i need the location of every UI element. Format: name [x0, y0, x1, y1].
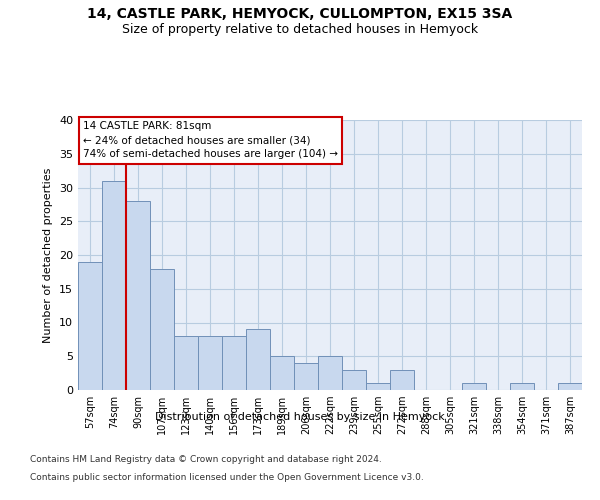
Text: Contains HM Land Registry data © Crown copyright and database right 2024.: Contains HM Land Registry data © Crown c…: [30, 455, 382, 464]
Bar: [294, 363, 318, 390]
Bar: [222, 336, 246, 390]
Y-axis label: Number of detached properties: Number of detached properties: [43, 168, 53, 342]
Bar: [198, 336, 222, 390]
Bar: [174, 336, 198, 390]
Bar: [558, 383, 582, 390]
Bar: [390, 370, 414, 390]
Bar: [510, 383, 534, 390]
Bar: [102, 180, 126, 390]
Bar: [270, 356, 294, 390]
Bar: [246, 329, 270, 390]
Text: Distribution of detached houses by size in Hemyock: Distribution of detached houses by size …: [155, 412, 445, 422]
Text: 14, CASTLE PARK, HEMYOCK, CULLOMPTON, EX15 3SA: 14, CASTLE PARK, HEMYOCK, CULLOMPTON, EX…: [88, 8, 512, 22]
Text: 14 CASTLE PARK: 81sqm
← 24% of detached houses are smaller (34)
74% of semi-deta: 14 CASTLE PARK: 81sqm ← 24% of detached …: [83, 122, 338, 160]
Text: Size of property relative to detached houses in Hemyock: Size of property relative to detached ho…: [122, 22, 478, 36]
Bar: [462, 383, 486, 390]
Bar: [78, 262, 102, 390]
Bar: [318, 356, 342, 390]
Bar: [342, 370, 366, 390]
Bar: [366, 383, 390, 390]
Bar: [126, 201, 150, 390]
Text: Contains public sector information licensed under the Open Government Licence v3: Contains public sector information licen…: [30, 472, 424, 482]
Bar: [150, 268, 174, 390]
